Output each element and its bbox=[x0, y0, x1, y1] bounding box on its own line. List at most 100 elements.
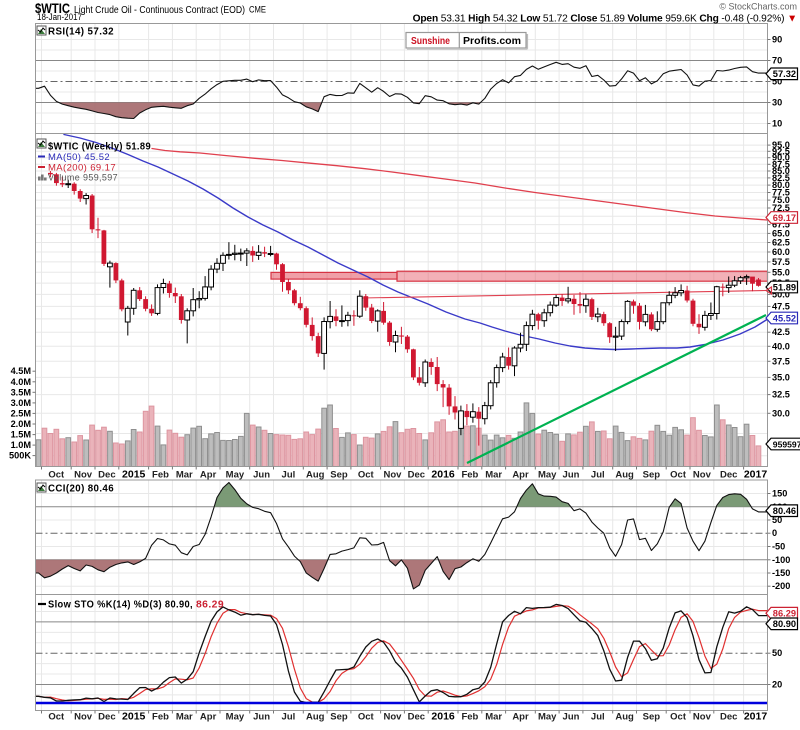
svg-text:Profits.com: Profits.com bbox=[463, 35, 521, 47]
svg-text:May: May bbox=[226, 470, 245, 481]
svg-text:32.5: 32.5 bbox=[772, 390, 790, 400]
svg-text:10: 10 bbox=[772, 119, 782, 129]
svg-text:77.5: 77.5 bbox=[772, 188, 790, 198]
svg-text:62.5: 62.5 bbox=[772, 238, 790, 248]
svg-text:50: 50 bbox=[772, 77, 782, 87]
svg-text:150: 150 bbox=[772, 489, 787, 499]
svg-text:Dec: Dec bbox=[720, 712, 737, 723]
svg-text:65.0: 65.0 bbox=[772, 228, 790, 238]
svg-text:Oct: Oct bbox=[358, 470, 375, 481]
svg-text:2016: 2016 bbox=[431, 711, 455, 723]
svg-text:© StockCharts.com: © StockCharts.com bbox=[719, 2, 797, 12]
svg-text:37.5: 37.5 bbox=[772, 356, 790, 366]
svg-text:Apr: Apr bbox=[200, 470, 217, 481]
svg-text:Nov: Nov bbox=[693, 470, 712, 481]
svg-text:Dec: Dec bbox=[98, 470, 115, 481]
svg-text:Nov: Nov bbox=[74, 712, 93, 723]
svg-text:30: 30 bbox=[772, 98, 782, 108]
svg-text:50: 50 bbox=[772, 515, 782, 525]
svg-text:45.52: 45.52 bbox=[773, 313, 796, 323]
svg-text:69.17: 69.17 bbox=[773, 213, 796, 223]
svg-text:Oct: Oct bbox=[358, 712, 375, 723]
svg-text:86.29: 86.29 bbox=[773, 609, 796, 619]
svg-text:Apr: Apr bbox=[200, 712, 217, 723]
svg-text:MA(200) 69.17: MA(200) 69.17 bbox=[48, 162, 116, 173]
svg-text:Jun: Jun bbox=[253, 712, 270, 723]
svg-text:MA(50) 45.52: MA(50) 45.52 bbox=[48, 152, 110, 163]
svg-text:90.0: 90.0 bbox=[772, 153, 790, 163]
svg-text:57.32: 57.32 bbox=[773, 69, 796, 79]
svg-text:500K: 500K bbox=[9, 451, 31, 461]
svg-text:50.0: 50.0 bbox=[772, 289, 790, 299]
svg-text:Mar: Mar bbox=[176, 470, 193, 481]
svg-text:Dec: Dec bbox=[408, 712, 425, 723]
svg-text:87.5: 87.5 bbox=[772, 159, 790, 169]
svg-text:95.0: 95.0 bbox=[772, 140, 790, 150]
svg-text:May: May bbox=[538, 470, 557, 481]
svg-text:75.0: 75.0 bbox=[772, 195, 790, 205]
svg-text:$WTIC: $WTIC bbox=[35, 1, 70, 16]
svg-text:Dec: Dec bbox=[408, 470, 425, 481]
svg-text:Aug: Aug bbox=[615, 470, 634, 481]
svg-text:Mar: Mar bbox=[485, 470, 502, 481]
svg-text:0: 0 bbox=[772, 528, 777, 538]
svg-text:82.5: 82.5 bbox=[772, 173, 790, 183]
svg-text:50: 50 bbox=[772, 648, 782, 658]
svg-text:Apr: Apr bbox=[512, 470, 529, 481]
svg-text:Feb: Feb bbox=[152, 712, 169, 723]
svg-text:Jul: Jul bbox=[591, 470, 605, 481]
svg-text:Jul: Jul bbox=[591, 712, 605, 723]
svg-text:2017: 2017 bbox=[744, 711, 768, 723]
svg-text:CME: CME bbox=[249, 5, 266, 15]
svg-text:Sep: Sep bbox=[330, 712, 348, 723]
svg-text:Aug: Aug bbox=[615, 712, 634, 723]
svg-text:4.5M: 4.5M bbox=[11, 366, 32, 376]
svg-text:Nov: Nov bbox=[74, 470, 93, 481]
svg-text:Oct: Oct bbox=[48, 712, 65, 723]
svg-text:Jul: Jul bbox=[282, 470, 296, 481]
svg-text:CCI(20) 80.46: CCI(20) 80.46 bbox=[48, 484, 114, 495]
svg-text:51.89: 51.89 bbox=[773, 282, 796, 292]
svg-text:Sunshine: Sunshine bbox=[411, 35, 450, 47]
svg-text:-100: -100 bbox=[772, 555, 790, 565]
svg-text:70: 70 bbox=[772, 56, 782, 66]
svg-text:Jul: Jul bbox=[282, 712, 296, 723]
svg-text:Feb: Feb bbox=[461, 470, 478, 481]
svg-text:Light Crude Oil - Continuous C: Light Crude Oil - Continuous Contract (E… bbox=[74, 4, 245, 16]
svg-text:67.5: 67.5 bbox=[772, 220, 790, 230]
svg-text:Mar: Mar bbox=[485, 712, 502, 723]
svg-text:RSI(14) 57.32: RSI(14) 57.32 bbox=[48, 27, 114, 38]
svg-text:80.0: 80.0 bbox=[772, 180, 790, 190]
svg-text:Nov: Nov bbox=[384, 712, 403, 723]
svg-text:80.46: 80.46 bbox=[773, 506, 796, 516]
svg-text:35.0: 35.0 bbox=[772, 372, 790, 382]
svg-text:Oct: Oct bbox=[670, 712, 687, 723]
svg-text:3.0M: 3.0M bbox=[11, 398, 32, 408]
svg-text:40.0: 40.0 bbox=[772, 341, 790, 351]
svg-text:Dec: Dec bbox=[720, 470, 737, 481]
svg-text:72.5: 72.5 bbox=[772, 203, 790, 213]
svg-text:$WTIC (Weekly) 51.89: $WTIC (Weekly) 51.89 bbox=[48, 142, 151, 153]
svg-text:60.0: 60.0 bbox=[772, 247, 790, 257]
svg-text:Sep: Sep bbox=[643, 470, 661, 481]
svg-text:2015: 2015 bbox=[122, 711, 146, 723]
svg-text:-150: -150 bbox=[772, 568, 790, 578]
svg-text:Jun: Jun bbox=[563, 470, 580, 481]
svg-text:Nov: Nov bbox=[693, 712, 712, 723]
svg-text:1.5M: 1.5M bbox=[11, 430, 32, 440]
svg-text:2.0M: 2.0M bbox=[11, 419, 32, 429]
svg-text:2.5M: 2.5M bbox=[11, 408, 32, 418]
svg-text:Apr: Apr bbox=[512, 712, 529, 723]
svg-text:47.5: 47.5 bbox=[772, 301, 790, 311]
svg-text:42.5: 42.5 bbox=[772, 327, 790, 337]
svg-text:85.0: 85.0 bbox=[772, 166, 790, 176]
svg-text:Mar: Mar bbox=[176, 712, 193, 723]
svg-text:May: May bbox=[538, 712, 557, 723]
svg-text:-200: -200 bbox=[772, 581, 790, 591]
svg-text:Jun: Jun bbox=[563, 712, 580, 723]
svg-text:Feb: Feb bbox=[152, 470, 169, 481]
svg-text:1.0M: 1.0M bbox=[11, 440, 32, 450]
svg-text:Aug: Aug bbox=[306, 470, 325, 481]
svg-text:2016: 2016 bbox=[431, 469, 455, 481]
svg-text:80.90: 80.90 bbox=[773, 619, 796, 629]
